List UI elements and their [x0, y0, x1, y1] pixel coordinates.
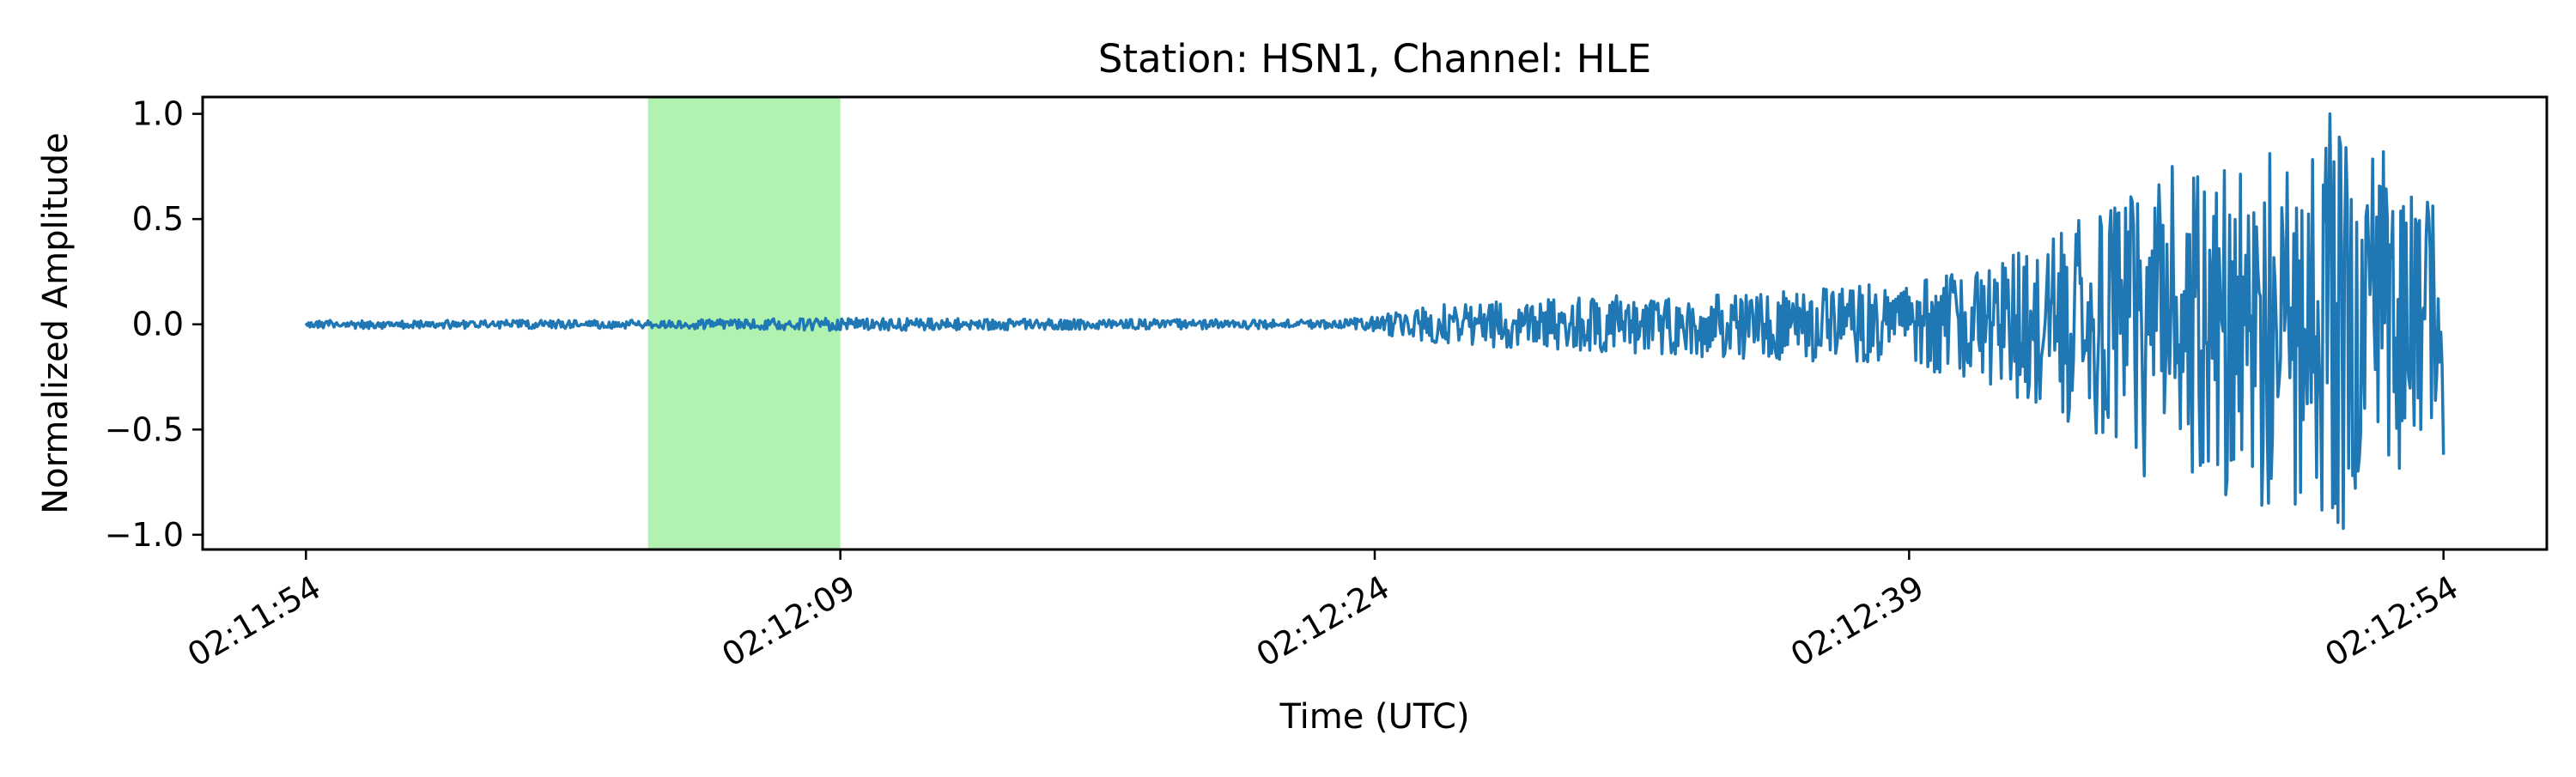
- y-axis-label: Normalized Amplitude: [36, 132, 76, 514]
- x-tick-label: 02:12:39: [1784, 568, 1930, 674]
- chart-title: Station: HSN1, Channel: HLE: [1098, 36, 1651, 82]
- y-tick-label: 1.0: [132, 95, 184, 133]
- x-axis-label: Time (UTC): [1279, 697, 1469, 737]
- y-tick-label: 0.0: [132, 306, 184, 343]
- x-tick-label: 02:11:54: [181, 568, 327, 674]
- y-tick-label: −0.5: [105, 410, 184, 448]
- y-tick-label: −1.0: [105, 516, 184, 554]
- y-tick-label: 0.5: [132, 200, 184, 238]
- x-tick-label: 02:12:24: [1250, 568, 1396, 674]
- x-tick-label: 02:12:54: [2318, 568, 2464, 674]
- x-tick-label: 02:12:09: [715, 568, 861, 674]
- waveform-line: [304, 112, 2445, 531]
